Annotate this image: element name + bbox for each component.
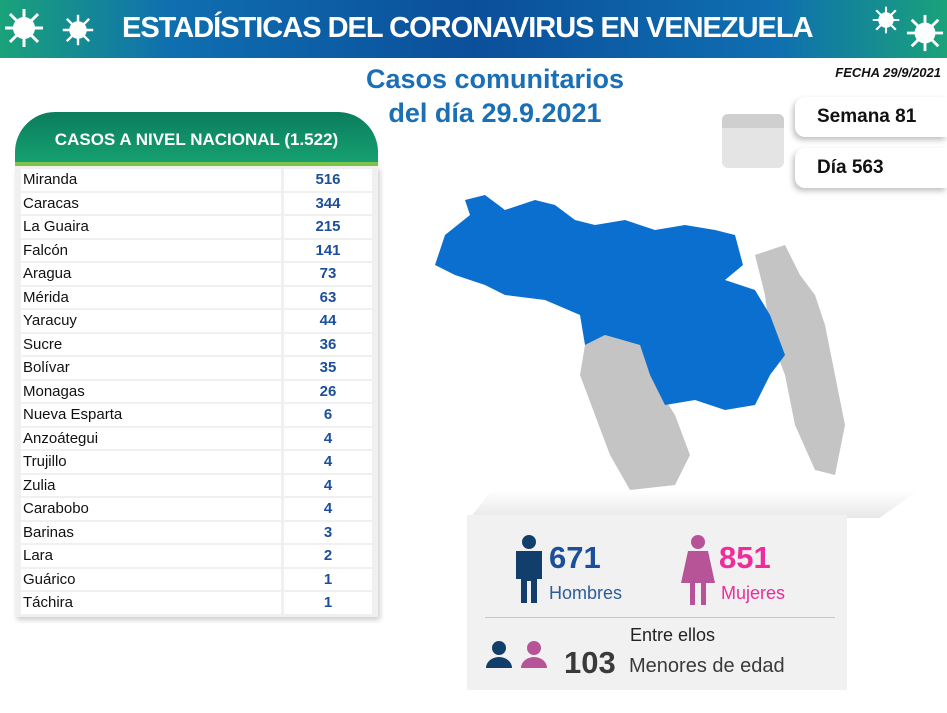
table-row: Trujillo 4 — [15, 450, 378, 474]
table-row: Yaracuy 44 — [15, 309, 378, 333]
state-cases: 4 — [284, 474, 372, 496]
state-cases: 35 — [284, 357, 372, 379]
table-row: Nueva Esparta 6 — [15, 403, 378, 427]
men-count: 671 — [549, 540, 601, 575]
minors-label: Menores de edad — [629, 655, 785, 677]
state-name: Guárico — [21, 568, 281, 590]
state-cases: 6 — [284, 404, 372, 426]
woman-icon — [681, 535, 715, 605]
state-cases: 26 — [284, 380, 372, 402]
man-icon — [516, 535, 542, 603]
subtitle: Casos comunitarios del día 29.9.2021 — [330, 62, 660, 130]
state-name: Mérida — [21, 286, 281, 308]
state-name: Nueva Esparta — [21, 404, 281, 426]
map-blue-region — [435, 195, 785, 410]
state-cases: 36 — [284, 333, 372, 355]
state-cases: 63 — [284, 286, 372, 308]
table-row: Lara 2 — [15, 544, 378, 568]
state-name: La Guaira — [21, 216, 281, 238]
state-name: Trujillo — [21, 451, 281, 473]
state-cases: 1 — [284, 568, 372, 590]
table-row: Carabobo 4 — [15, 497, 378, 521]
table-row: Guárico 1 — [15, 568, 378, 592]
state-name: Bolívar — [21, 357, 281, 379]
state-name: Miranda — [21, 169, 281, 191]
state-cases: 4 — [284, 451, 372, 473]
women-label: Mujeres — [721, 583, 786, 603]
virus-icon — [906, 14, 944, 52]
table-row: Miranda 516 — [15, 168, 378, 192]
table-row: Aragua 73 — [15, 262, 378, 286]
state-name: Monagas — [21, 380, 281, 402]
state-cases: 1 — [284, 592, 372, 614]
virus-icon — [62, 14, 94, 46]
women-count: 851 — [719, 540, 771, 575]
cases-table: Miranda 516 Caracas 344 La Guaira 215 Falcón 14… — [15, 166, 378, 617]
table-row: Mérida 63 — [15, 286, 378, 310]
state-cases: 516 — [284, 169, 372, 191]
table-row: Anzoátegui 4 — [15, 427, 378, 451]
day-badge: Día 563 — [795, 148, 947, 188]
table-row: Falcón 141 — [15, 239, 378, 263]
state-name: Barinas — [21, 521, 281, 543]
state-name: Aragua — [21, 263, 281, 285]
virus-icon — [5, 9, 43, 47]
table-row: Barinas 3 — [15, 521, 378, 545]
banner-title: ESTADÍSTICAS DEL CORONAVIRUS EN VENEZUEL… — [122, 12, 814, 44]
minors-icon — [486, 641, 547, 668]
state-cases: 4 — [284, 427, 372, 449]
state-cases: 4 — [284, 498, 372, 520]
table-row: Zulia 4 — [15, 474, 378, 498]
state-cases: 44 — [284, 310, 372, 332]
state-cases: 2 — [284, 545, 372, 567]
state-cases: 215 — [284, 216, 372, 238]
subtitle-line2: del día 29.9.2021 — [388, 98, 602, 128]
table-row: Caracas 344 — [15, 192, 378, 216]
state-name: Zulia — [21, 474, 281, 496]
men-label: Hombres — [549, 583, 623, 603]
state-name: Anzoátegui — [21, 427, 281, 449]
state-cases: 73 — [284, 263, 372, 285]
state-name: Carabobo — [21, 498, 281, 520]
state-name: Yaracuy — [21, 310, 281, 332]
calendar-icon — [722, 114, 784, 168]
state-cases: 141 — [284, 239, 372, 261]
table-title: CASOS A NIVEL NACIONAL (1.522) — [15, 112, 378, 166]
state-cases: 3 — [284, 521, 372, 543]
stats-card-top — [470, 490, 915, 518]
divider — [485, 617, 835, 618]
week-badge: Semana 81 — [795, 97, 947, 137]
state-cases: 344 — [284, 192, 372, 214]
date-label: FECHA 29/9/2021 — [835, 65, 941, 80]
state-name: Sucre — [21, 333, 281, 355]
state-name: Táchira — [21, 592, 281, 614]
state-name: Falcón — [21, 239, 281, 261]
table-row: Táchira 1 — [15, 591, 378, 615]
table-row: Monagas 26 — [15, 380, 378, 404]
subtitle-line1: Casos comunitarios — [365, 64, 625, 94]
minors-count: 103 — [564, 645, 616, 680]
header-banner: ESTADÍSTICAS DEL CORONAVIRUS EN VENEZUEL… — [0, 0, 947, 58]
minors-intro: Entre ellos — [630, 625, 716, 645]
venezuela-map — [435, 195, 845, 490]
state-name: Caracas — [21, 192, 281, 214]
virus-icon — [872, 6, 900, 34]
stats-card: 671 Hombres 851 Mujeres Entre ellos 103 … — [467, 515, 847, 690]
state-name: Lara — [21, 545, 281, 567]
table-row: Bolívar 35 — [15, 356, 378, 380]
table-row: La Guaira 215 — [15, 215, 378, 239]
table-row: Sucre 36 — [15, 333, 378, 357]
